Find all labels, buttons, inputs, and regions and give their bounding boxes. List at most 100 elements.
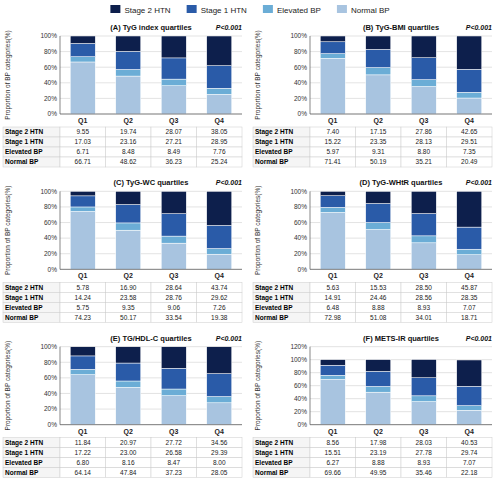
y-tick-label: 0%	[48, 110, 58, 117]
y-tick-label: 80%	[294, 369, 307, 376]
table-row-label: Stage 1 HTN	[5, 449, 44, 457]
table-cell	[151, 292, 197, 302]
table-row-label: Stage 2 HTN	[255, 439, 294, 447]
bar-segment	[457, 406, 482, 411]
bar-segment	[116, 69, 141, 76]
bar-segment	[161, 191, 186, 213]
bar-segment	[457, 249, 482, 255]
bar-segment	[207, 94, 232, 114]
bar-segment	[207, 254, 232, 269]
grid-line	[310, 424, 492, 425]
bar-segment	[116, 347, 141, 363]
y-tick-label: 100%	[290, 32, 307, 39]
table-cell	[60, 302, 106, 312]
x-axis-line	[60, 424, 242, 425]
x-tick-label: Q4	[215, 117, 224, 125]
y-axis-line	[310, 36, 311, 114]
x-axis-line	[310, 424, 492, 425]
bar-segment	[116, 363, 141, 381]
table-value: 43.74	[211, 284, 228, 291]
bars	[70, 347, 232, 425]
x-tick-label: Q3	[419, 117, 428, 125]
bar-segment	[320, 365, 345, 375]
bar-segment	[366, 68, 391, 75]
bar-segment	[161, 389, 186, 396]
y-tick-label: 120%	[290, 343, 307, 350]
data-table: Stage 2 HTN5.7816.9028.6443.74Stage 1 HT…	[3, 282, 242, 322]
table-row-label: Elevated BP	[255, 459, 293, 466]
table-cell	[60, 468, 106, 478]
panel: 0%20%40%60%80%100%Q1Q2Q3Q4(C) TyG-WC qua…	[3, 178, 242, 322]
table-cell	[106, 438, 152, 448]
table-cell	[106, 127, 152, 137]
table-value: 8.80	[417, 148, 430, 155]
panel-title: (D) TyG-WHtR quartiles	[360, 178, 443, 187]
table-cell	[401, 127, 447, 137]
table-cell	[447, 157, 493, 167]
bar-segment	[411, 80, 436, 87]
table-cell	[151, 312, 197, 322]
table-value: 15.22	[325, 138, 342, 145]
y-axis-label: Proportion of BP categories(%)	[254, 186, 262, 275]
table-row-label-cell	[3, 137, 60, 147]
table-cell	[310, 312, 356, 322]
x-axis-line	[60, 114, 242, 115]
bar-segment	[207, 403, 232, 425]
bar-segment	[457, 360, 482, 386]
y-tick-label: 20%	[44, 405, 57, 412]
y-tick-label: 20%	[44, 95, 57, 102]
table-cell	[356, 127, 402, 137]
bar-segment	[366, 49, 391, 67]
legend-label: Stage 1 HTN	[201, 6, 247, 15]
table-row-label: Stage 1 HTN	[255, 294, 294, 302]
y-tick-label: 20%	[294, 95, 307, 102]
table-value: 40.53	[461, 439, 478, 446]
grid-line	[310, 346, 492, 347]
bar-segment	[366, 191, 391, 203]
legend-label: Normal BP	[351, 6, 390, 15]
table-cell	[106, 458, 152, 468]
y-tick-label: 60%	[294, 219, 307, 226]
y-axis-label: Proportion of BP categories(%)	[4, 30, 12, 119]
table-value: 16.90	[120, 284, 137, 291]
table-row-label: Elevated BP	[5, 148, 43, 155]
y-tick-label: 40%	[294, 79, 307, 86]
table-cell	[197, 282, 243, 292]
bar-segment	[411, 191, 436, 213]
table-cell	[60, 127, 106, 137]
bar-segment	[116, 51, 141, 69]
bar-segment	[411, 36, 436, 58]
y-axis-label: Proportion of BP categories(%)	[254, 30, 262, 119]
table-value: 29.39	[211, 449, 228, 456]
table-value: 8.49	[167, 148, 180, 155]
table-cell	[447, 468, 493, 478]
table-value: 23.16	[120, 138, 137, 145]
table-cell	[151, 282, 197, 292]
bar-segment	[207, 66, 232, 89]
x-tick-label: Q4	[215, 428, 224, 436]
table-cell	[197, 448, 243, 458]
bar-segment	[161, 347, 186, 369]
bar-segment	[320, 42, 345, 54]
table-cell	[447, 302, 493, 312]
x-tick-label: Q3	[419, 272, 428, 280]
bar-segment	[366, 223, 391, 230]
table-cell	[151, 448, 197, 458]
table-row-label-cell	[3, 147, 60, 157]
table-value: 17.15	[370, 128, 387, 135]
grid-line	[60, 269, 242, 270]
bar-segment	[411, 214, 436, 236]
x-tick-label: Q1	[78, 428, 87, 436]
chart: Stage 2 HTN Stage 1 HTN Elevated BP Normal …	[0, 0, 500, 488]
legend: Stage 2 HTNStage 1 HTNElevated BPNormal …	[110, 5, 389, 15]
y-tick-label: 20%	[44, 250, 57, 257]
table-row-label: Normal BP	[5, 469, 39, 476]
table-cell	[151, 468, 197, 478]
y-tick-label: 60%	[44, 64, 57, 71]
bar-segment	[116, 230, 141, 269]
panel-title: (C) TyG-WC quartiles	[114, 178, 189, 187]
bar-segment	[207, 36, 232, 66]
x-tick-label: Q1	[78, 117, 87, 125]
bars	[320, 360, 482, 425]
y-axis-label: Proportion of BP categories(%)	[4, 186, 12, 275]
